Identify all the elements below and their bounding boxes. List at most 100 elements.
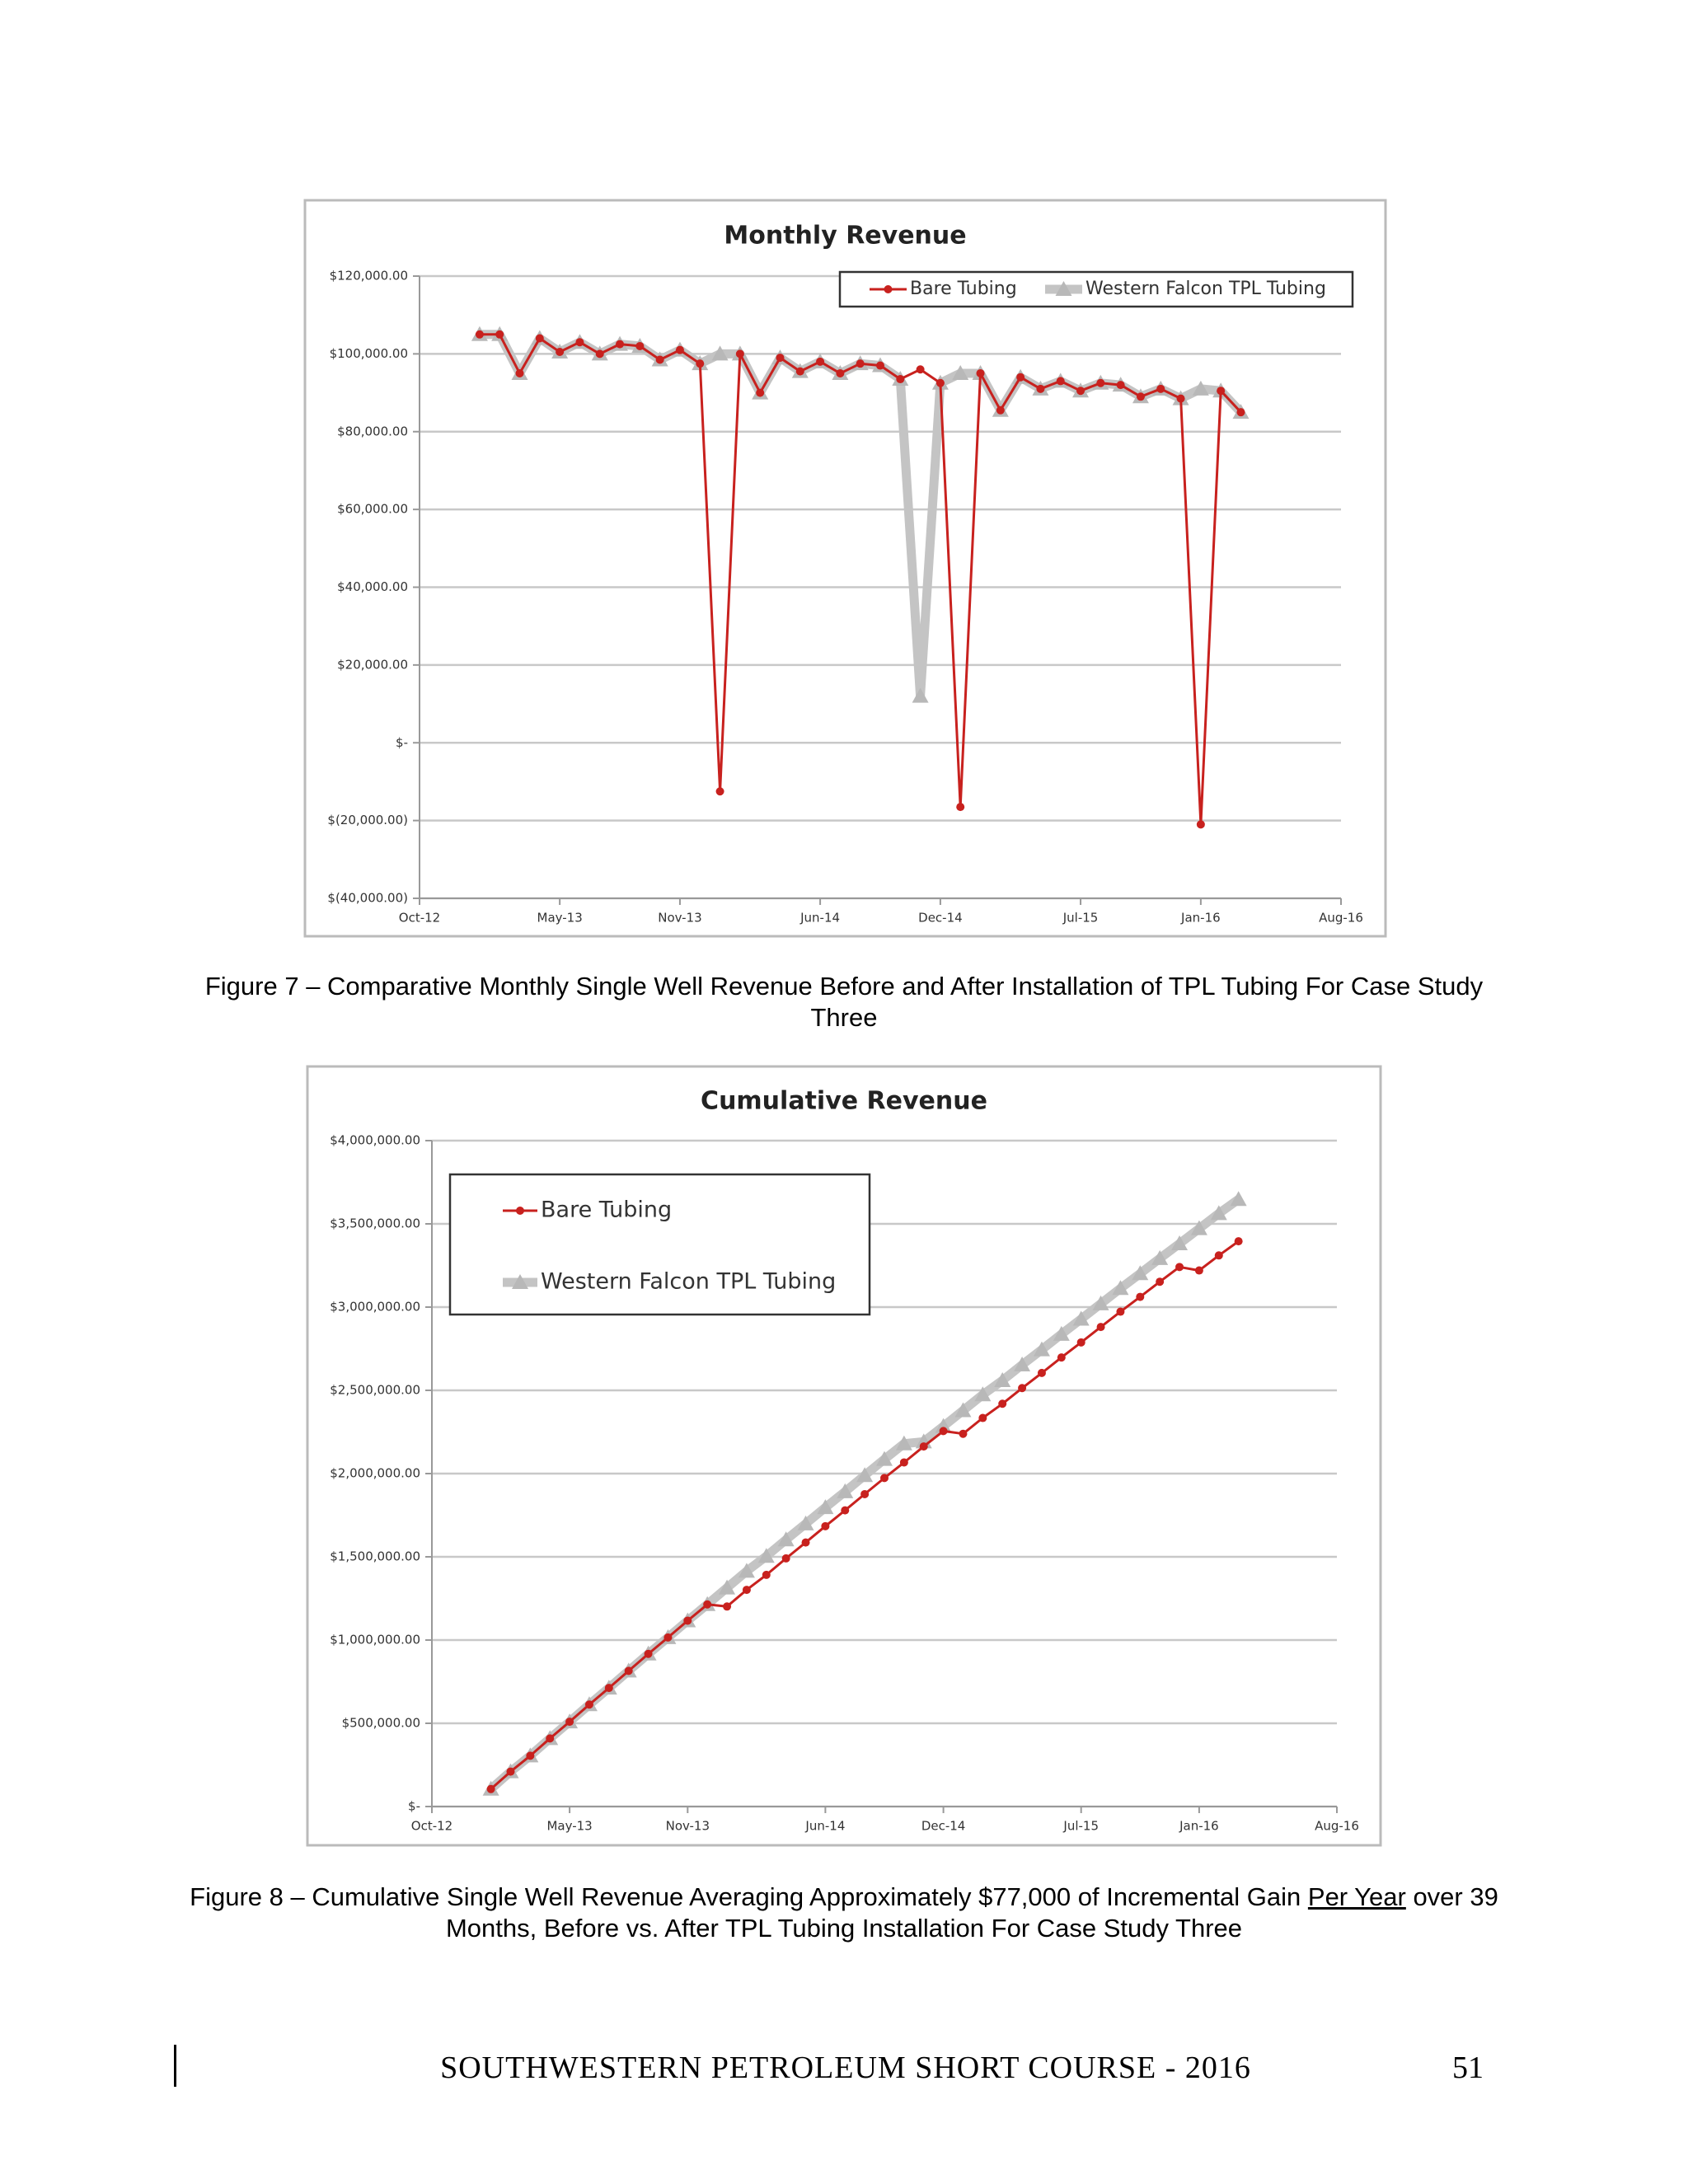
marker — [486, 1784, 495, 1793]
x-tick-label: Jun-14 — [799, 911, 840, 926]
marker — [776, 354, 785, 363]
marker — [1076, 387, 1085, 396]
legend-marker — [512, 1274, 528, 1289]
marker — [1217, 387, 1226, 396]
marker — [1018, 1384, 1027, 1393]
marker — [899, 1458, 908, 1467]
marker — [683, 1616, 692, 1625]
x-tick-label: Jan-16 — [1180, 911, 1221, 926]
marker — [1136, 392, 1145, 401]
marker — [535, 334, 544, 343]
marker — [841, 1506, 850, 1515]
marker — [696, 359, 705, 368]
legend-label: Bare Tubing — [910, 279, 1017, 299]
legend-label: Bare Tubing — [541, 1197, 672, 1223]
y-tick-label: $80,000.00 — [337, 424, 408, 438]
x-tick-label: Oct-12 — [399, 911, 440, 926]
y-tick-label: $500,000.00 — [342, 1716, 420, 1731]
marker — [954, 1402, 972, 1418]
y-tick-label: $120,000.00 — [330, 269, 408, 284]
legend-item: Western Falcon TPL Tubing — [1045, 279, 1326, 299]
x-tick-label: Jul-15 — [1062, 1819, 1099, 1834]
marker — [856, 1467, 874, 1483]
y-tick-label: $3,500,000.00 — [330, 1216, 420, 1231]
marker — [1033, 1341, 1050, 1357]
marker — [675, 345, 684, 354]
marker — [1192, 380, 1209, 396]
x-tick-label: Aug-16 — [1319, 911, 1363, 926]
marker — [742, 1586, 751, 1595]
marker — [616, 340, 625, 349]
marker — [1053, 1325, 1070, 1341]
marker — [1156, 384, 1165, 393]
marker — [876, 1451, 893, 1466]
marker — [1092, 1295, 1109, 1310]
marker — [1171, 1235, 1189, 1251]
marker — [624, 1666, 633, 1675]
marker — [912, 687, 929, 703]
marker — [506, 1767, 515, 1776]
y-tick-label: $60,000.00 — [337, 502, 408, 517]
y-tick-label: $20,000.00 — [337, 657, 408, 672]
marker — [801, 1538, 810, 1547]
marker — [575, 338, 584, 347]
marker — [821, 1521, 830, 1530]
marker — [604, 1684, 613, 1693]
legend-marker — [1055, 281, 1072, 296]
marker — [1151, 1249, 1169, 1265]
x-tick-label: May-13 — [537, 911, 583, 926]
y-tick-label: $40,000.00 — [337, 579, 408, 594]
caption-underlined: Per Year — [1307, 1882, 1406, 1911]
marker — [994, 1371, 1011, 1387]
marker — [635, 341, 645, 350]
y-tick-label: $4,000,000.00 — [330, 1133, 420, 1148]
marker — [762, 1570, 771, 1579]
marker — [978, 1413, 987, 1422]
marker — [781, 1554, 790, 1563]
marker — [526, 1751, 535, 1760]
marker — [816, 357, 825, 366]
marker — [956, 803, 965, 812]
marker — [996, 405, 1005, 415]
marker — [556, 348, 565, 357]
marker — [836, 368, 845, 377]
marker — [1230, 1191, 1247, 1207]
page-number: 51 — [1452, 2050, 1484, 2085]
legend-label: Western Falcon TPL Tubing — [541, 1269, 836, 1295]
margin-bar — [174, 2045, 176, 2087]
marker — [1076, 1338, 1085, 1347]
y-tick-label: $2,500,000.00 — [330, 1383, 420, 1398]
marker — [998, 1399, 1007, 1408]
marker — [880, 1474, 889, 1483]
marker — [1132, 1265, 1149, 1281]
chart-title: Monthly Revenue — [724, 222, 966, 251]
marker — [837, 1483, 854, 1498]
y-tick-label: $1,000,000.00 — [330, 1633, 420, 1647]
marker — [711, 345, 729, 361]
marker — [584, 1700, 593, 1709]
marker — [735, 349, 744, 359]
marker — [939, 1427, 948, 1436]
marker — [723, 1602, 732, 1611]
marker — [663, 1633, 673, 1642]
marker — [777, 1531, 795, 1547]
marker — [1190, 1220, 1207, 1235]
marker — [856, 359, 865, 368]
marker — [1116, 1307, 1125, 1316]
chart-frame — [303, 199, 1387, 938]
marker — [974, 1386, 992, 1402]
figure-caption: Figure 8 – Cumulative Single Well Revenu… — [185, 1882, 1503, 1944]
marker — [655, 355, 664, 364]
marker — [1037, 1368, 1046, 1377]
marker — [976, 368, 985, 377]
legend-marker — [516, 1207, 524, 1215]
marker — [546, 1734, 555, 1743]
marker — [860, 1489, 870, 1498]
y-tick-label: $- — [408, 1799, 420, 1814]
legend-item: Western Falcon TPL Tubing — [503, 1269, 836, 1295]
marker — [495, 330, 504, 339]
y-tick-label: $100,000.00 — [330, 346, 408, 361]
marker — [515, 368, 524, 377]
marker — [644, 1649, 653, 1658]
legend-box — [448, 1173, 871, 1316]
